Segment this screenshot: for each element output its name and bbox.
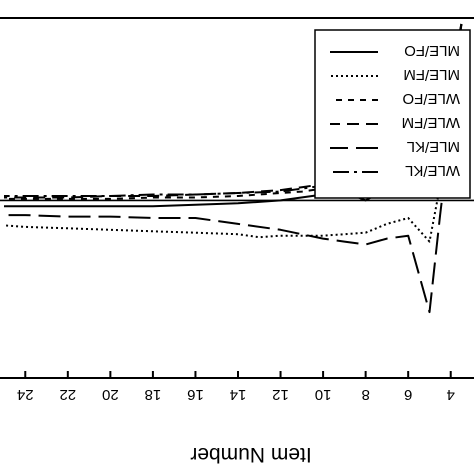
x-tick-label: 6 xyxy=(404,386,412,403)
series-line-wle-fo xyxy=(4,32,463,200)
x-tick-label: 12 xyxy=(272,386,289,403)
x-tick-label: 20 xyxy=(102,386,119,403)
x-tick-group: 4 6 8 10 12 14 16 18 20 22 24 xyxy=(17,371,455,403)
x-tick-label: 18 xyxy=(145,386,162,403)
legend-label: WLE/KL xyxy=(405,162,460,179)
x-tick-label: 8 xyxy=(361,386,369,403)
legend-box xyxy=(314,29,471,199)
x-tick-label: 4 xyxy=(447,386,455,403)
legend: MLE/FO MLE/FM WLE/FO WLE/FM MLE/KL WLE/KL xyxy=(314,29,471,199)
x-tick-label: 16 xyxy=(187,386,204,403)
x-axis-title: Item Number xyxy=(190,443,311,466)
series-line-mle-kl xyxy=(4,23,463,314)
x-tick-label: 22 xyxy=(59,386,76,403)
legend-label: MLE/KL xyxy=(407,138,460,155)
legend-label: WLE/FM xyxy=(402,114,460,131)
x-tick-label: 10 xyxy=(315,386,332,403)
series-line-mle-fm xyxy=(3,23,463,243)
x-tick-label: 24 xyxy=(17,386,34,403)
legend-label: MLE/FO xyxy=(404,42,460,59)
x-tick-label: 14 xyxy=(230,386,247,403)
legend-label: MLE/FM xyxy=(403,66,460,83)
series-line-wle-kl xyxy=(4,23,463,197)
legend-label: WLE/FO xyxy=(402,90,460,107)
